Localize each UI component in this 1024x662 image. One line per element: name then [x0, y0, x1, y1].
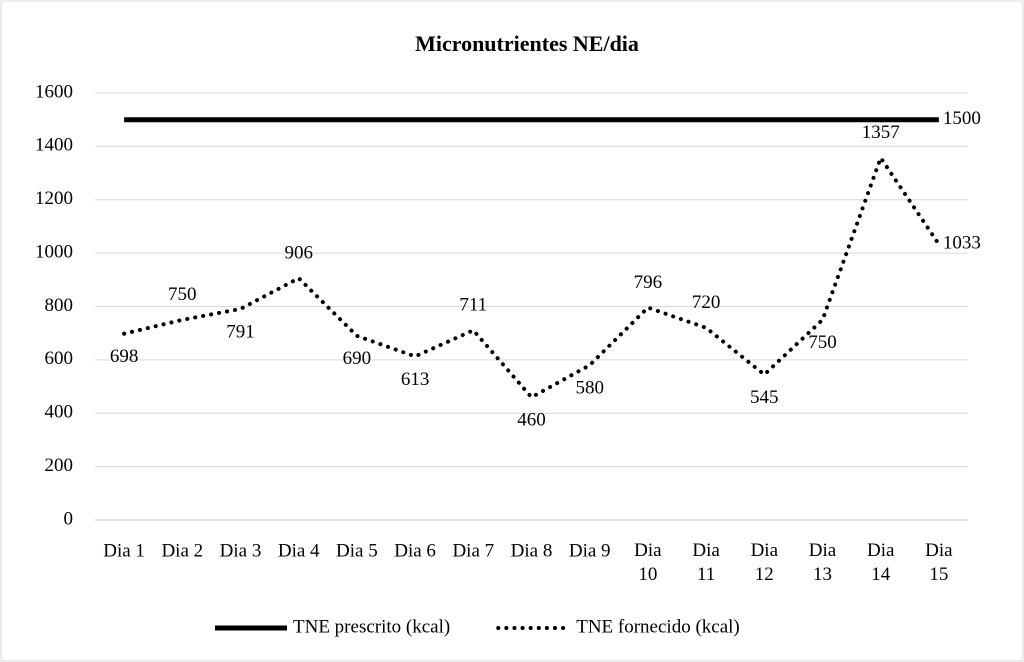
legend-label: TNE prescrito (kcal): [293, 616, 450, 637]
data-label: 906: [284, 243, 313, 264]
data-label: 690: [343, 348, 372, 369]
legend-label: TNE fornecido (kcal): [576, 616, 740, 637]
y-tick-label: 400: [45, 402, 74, 423]
x-tick-label-line: Dia: [867, 540, 895, 561]
data-label: 711: [459, 295, 487, 316]
x-tick-label-line: Dia: [751, 540, 779, 561]
x-tick-label-line: 11: [697, 564, 715, 585]
data-label: 750: [168, 284, 197, 305]
x-tick-label-line: Dia: [634, 540, 662, 561]
data-label: 698: [110, 346, 139, 367]
x-tick-label-line: 12: [755, 564, 774, 585]
data-label: 1357: [862, 122, 900, 143]
data-label: 460: [517, 410, 546, 431]
x-tick-label: Dia 14: [867, 540, 895, 585]
x-tick-label: Dia 2: [161, 540, 203, 561]
data-label: 1500: [943, 108, 981, 129]
x-tick-label: Dia 12: [751, 540, 779, 585]
data-label: 613: [401, 369, 430, 390]
y-tick-label: 1600: [35, 81, 73, 102]
x-tick-label: Dia 4: [278, 540, 320, 561]
x-tick-label-line: Dia: [809, 540, 837, 561]
x-tick-label-line: 14: [871, 564, 891, 585]
x-tick-label: Dia 7: [452, 540, 494, 561]
x-tick-label-line: Dia: [692, 540, 720, 561]
data-label: 1033: [943, 233, 981, 254]
x-tick-label-line: 15: [929, 564, 948, 585]
data-label: 720: [692, 292, 721, 313]
x-tick-label: Dia 1: [103, 540, 145, 561]
x-tick-label-line: Dia: [925, 540, 953, 561]
y-tick-label: 0: [64, 508, 74, 529]
y-tick-label: 1200: [35, 188, 73, 209]
data-label: 545: [750, 387, 779, 408]
chart-title: Micronutrientes NE/dia: [415, 31, 639, 56]
x-tick-label: Dia 6: [394, 540, 436, 561]
x-tick-label: Dia 15: [925, 540, 953, 585]
x-tick-label: Dia 13: [809, 540, 837, 585]
data-label: 791: [226, 321, 255, 342]
y-tick-label: 1400: [35, 135, 73, 156]
x-tick-label-line: 13: [813, 564, 832, 585]
line-series: [122, 153, 941, 400]
data-label: 750: [808, 332, 837, 353]
data-label: 580: [575, 378, 604, 399]
y-tick-label: 800: [45, 295, 74, 316]
x-tick-label: Dia 11: [692, 540, 720, 585]
x-tick-label: Dia 8: [511, 540, 553, 561]
y-tick-label: 200: [45, 455, 74, 476]
x-tick-label: Dia 3: [220, 540, 262, 561]
y-tick-label: 1000: [35, 241, 73, 262]
y-tick-label: 600: [45, 348, 74, 369]
x-tick-label: Dia 5: [336, 540, 378, 561]
x-tick-label: Dia 10: [634, 540, 662, 585]
data-label: 796: [634, 272, 663, 293]
x-tick-label-line: 10: [638, 564, 657, 585]
x-tick-label: Dia 9: [569, 540, 611, 561]
